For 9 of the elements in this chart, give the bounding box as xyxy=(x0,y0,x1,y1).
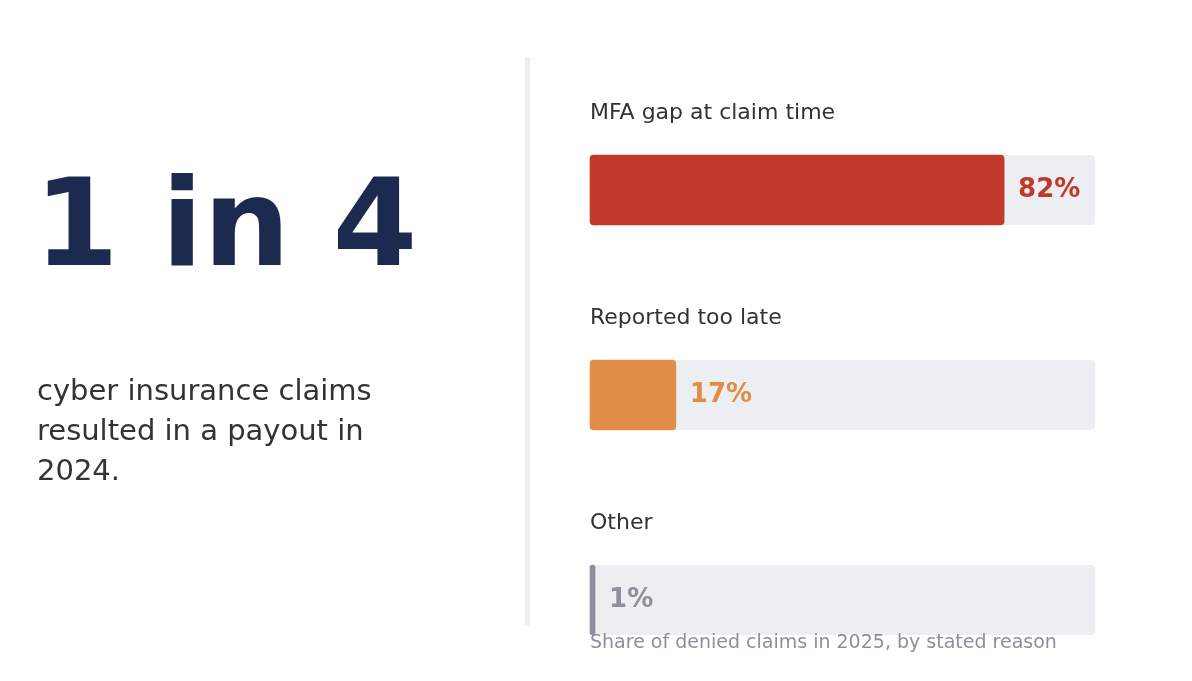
y-tick-label: Other xyxy=(590,508,654,534)
data-label: 1% xyxy=(609,582,654,613)
text: 1 in 4 xyxy=(34,151,418,296)
y-tick-label: Reported too late xyxy=(590,303,782,329)
y-tick-label: MFA gap at claim time xyxy=(590,98,836,124)
text: cyber insurance claims resulted in a payout in 2024. xyxy=(37,372,373,489)
data-label: 82% xyxy=(1018,172,1081,203)
text: Share of denied claims in 2025, by stated reason xyxy=(590,629,1057,652)
data-label: 17% xyxy=(689,377,753,408)
